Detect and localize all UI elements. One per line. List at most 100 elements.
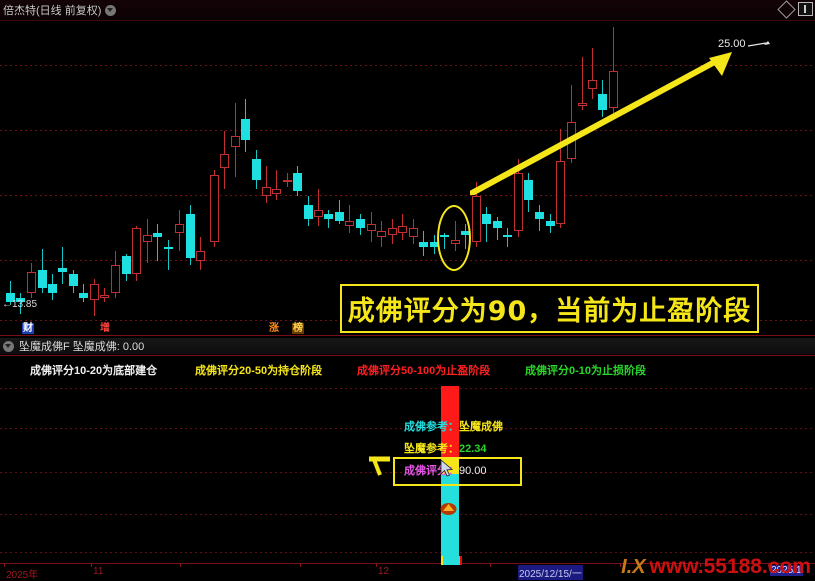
candlestick bbox=[324, 20, 333, 330]
candle-body bbox=[58, 267, 67, 273]
ellipse-highlight-icon bbox=[437, 205, 471, 271]
candlestick bbox=[122, 20, 131, 330]
candlestick bbox=[546, 20, 555, 330]
candlestick bbox=[69, 20, 78, 330]
x-tick bbox=[376, 563, 377, 567]
candle-body bbox=[111, 265, 120, 293]
candle-body bbox=[241, 119, 250, 141]
watermark: I.X www.55188.com bbox=[621, 556, 811, 577]
chevron-down-icon[interactable] bbox=[3, 340, 14, 352]
candlestick bbox=[556, 20, 565, 330]
tooltip-value-2: 90.00 bbox=[459, 465, 487, 477]
titlebar-actions bbox=[777, 0, 813, 19]
candle-wick bbox=[157, 223, 158, 261]
candle-body bbox=[122, 255, 131, 275]
candlestick bbox=[210, 20, 219, 330]
x-tick bbox=[700, 563, 701, 567]
x-tick bbox=[4, 563, 5, 567]
x-tick bbox=[490, 563, 491, 567]
candle-body bbox=[472, 195, 481, 243]
candle-wick bbox=[10, 281, 11, 305]
indicator-title: 坠魔成佛F 坠魔成佛: 0.00 bbox=[19, 341, 145, 353]
x-tick-label-2: 12 bbox=[378, 566, 390, 577]
callout-box: 成佛评分为90，当前为止盈阶段 bbox=[340, 284, 759, 333]
arrow-right-icon bbox=[748, 41, 770, 47]
candlestick bbox=[241, 20, 250, 330]
tag-cai[interactable]: 财 bbox=[22, 323, 34, 334]
candle-wick bbox=[83, 283, 84, 303]
candlestick bbox=[79, 20, 88, 330]
x-axis: 2025年 11 12 2025/1 bbox=[0, 563, 815, 581]
tag-zhang[interactable]: 涨 bbox=[269, 323, 279, 334]
gridline bbox=[0, 552, 815, 553]
candle-body bbox=[588, 80, 597, 90]
candle-body bbox=[367, 223, 376, 231]
candlestick bbox=[472, 20, 481, 330]
candle-body bbox=[293, 172, 302, 192]
score-bar bbox=[441, 386, 459, 558]
candle-wick bbox=[62, 246, 63, 284]
candle-body bbox=[335, 212, 344, 222]
callout-text: 成佛评分为90，当前为止盈阶段 bbox=[347, 296, 752, 327]
candle-body bbox=[186, 214, 195, 259]
candle-wick bbox=[507, 228, 508, 247]
candle-body bbox=[143, 235, 152, 243]
candlestick bbox=[272, 20, 281, 330]
candle-body bbox=[6, 292, 15, 303]
candle-body bbox=[356, 218, 365, 229]
x-tick bbox=[620, 563, 621, 567]
score-bar-high bbox=[441, 386, 459, 458]
candle-wick bbox=[582, 57, 583, 111]
candlestick bbox=[90, 20, 99, 330]
cursor-x-marker bbox=[441, 556, 462, 565]
candlestick bbox=[231, 20, 240, 330]
x-tick-label-0: 2025年 bbox=[6, 570, 39, 581]
candle-body bbox=[132, 228, 141, 275]
candlestick bbox=[186, 20, 195, 330]
candlestick bbox=[293, 20, 302, 330]
chevron-down-icon[interactable] bbox=[105, 5, 117, 16]
candlestick bbox=[578, 20, 587, 330]
tooltip-value-0: 坠魔成佛 bbox=[459, 421, 503, 433]
candle-wick bbox=[349, 205, 350, 233]
x-tick-label-3: 2025/1 bbox=[770, 565, 803, 576]
candlestick bbox=[419, 20, 428, 330]
candlestick bbox=[175, 20, 184, 330]
title-bar: 倍杰特(日线 前复权) bbox=[0, 0, 815, 21]
candlestick bbox=[262, 20, 271, 330]
candlestick bbox=[100, 20, 109, 330]
indicator-pane[interactable] bbox=[0, 386, 815, 558]
candle-body bbox=[398, 225, 407, 233]
watermark-url: www.55188.com bbox=[649, 555, 811, 578]
cursor-date-badge: 2025/12/15/一 bbox=[518, 565, 583, 580]
candlestick bbox=[514, 20, 523, 330]
gridline bbox=[0, 514, 815, 515]
legend-item-1: 成佛评分20-50为持仓阶段 bbox=[195, 365, 323, 377]
candlestick bbox=[220, 20, 229, 330]
candlestick bbox=[609, 20, 618, 330]
candle-body bbox=[16, 297, 25, 303]
panel-icon[interactable] bbox=[798, 2, 813, 16]
candle-body bbox=[556, 161, 565, 224]
legend-item-0: 成佛评分10-20为底部建仓 bbox=[30, 365, 158, 377]
candle-body bbox=[27, 272, 36, 293]
candlestick bbox=[345, 20, 354, 330]
diamond-icon[interactable] bbox=[777, 0, 796, 19]
candlestick bbox=[27, 20, 36, 330]
tag-bang[interactable]: 榜 bbox=[292, 323, 304, 334]
indicator-header[interactable]: 坠魔成佛F 坠魔成佛: 0.00 bbox=[0, 338, 815, 354]
x-tick bbox=[180, 563, 181, 567]
tag-zeng[interactable]: 增 bbox=[100, 323, 110, 334]
candle-body bbox=[272, 188, 281, 194]
tooltip-label-1: 坠魔参考： bbox=[404, 443, 459, 455]
candlestick bbox=[388, 20, 397, 330]
candle-wick bbox=[287, 172, 288, 187]
price-chart-pane[interactable]: 25.00 成佛评分为90，当前为止盈阶段 bbox=[0, 20, 815, 333]
candle-body bbox=[48, 283, 57, 293]
candle-wick bbox=[20, 292, 21, 314]
candlestick bbox=[38, 20, 47, 330]
candle-body bbox=[38, 269, 47, 289]
candlestick bbox=[598, 20, 607, 330]
stock-tag-row: 财 增 涨 榜 bbox=[0, 323, 815, 334]
